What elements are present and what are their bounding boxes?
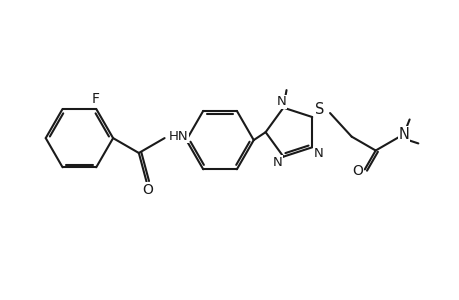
Text: O: O (142, 183, 153, 196)
Text: N: N (313, 147, 322, 160)
Text: O: O (352, 164, 363, 178)
Text: N: N (272, 156, 282, 169)
Text: S: S (315, 102, 324, 117)
Text: HN: HN (168, 130, 188, 142)
Text: N: N (397, 127, 408, 142)
Text: F: F (91, 92, 99, 106)
Text: N: N (276, 95, 285, 108)
